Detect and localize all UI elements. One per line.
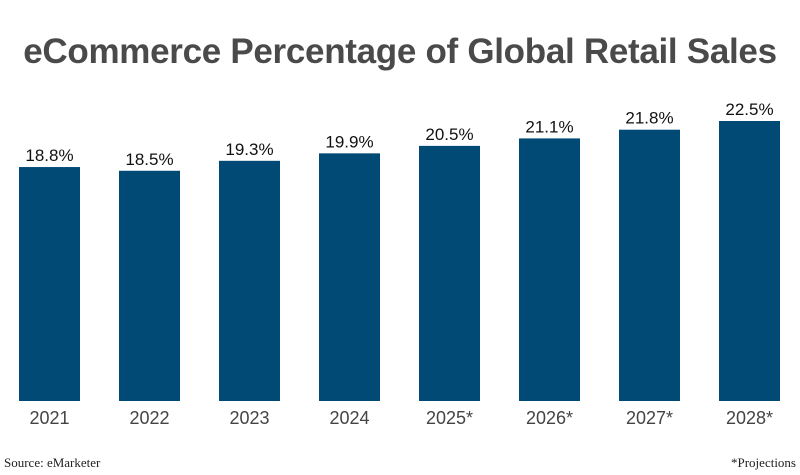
- bar-2023: [219, 160, 280, 401]
- projections-note: *Projections: [731, 455, 796, 470]
- x-tick-label: 2021: [29, 408, 69, 428]
- data-label: 22.5%: [725, 100, 773, 119]
- bar-2027: [619, 129, 680, 401]
- data-label: 21.1%: [525, 117, 573, 136]
- x-tick-label: 2027*: [626, 408, 673, 428]
- data-label: 21.8%: [625, 109, 673, 128]
- data-label: 19.9%: [325, 132, 373, 151]
- chart-title: eCommerce Percentage of Global Retail Sa…: [23, 32, 777, 71]
- bar-2024: [319, 153, 380, 401]
- x-tick-label: 2028*: [726, 408, 773, 428]
- bar-2021: [19, 167, 80, 401]
- bar-2025: [419, 145, 480, 401]
- source-note: Source: eMarketer: [4, 455, 101, 470]
- data-label: 19.3%: [225, 140, 273, 159]
- x-tick-label: 2026*: [526, 408, 573, 428]
- data-label: 18.5%: [125, 150, 173, 169]
- data-label: 18.8%: [25, 146, 73, 165]
- data-label: 20.5%: [425, 125, 473, 144]
- bar-2022: [119, 170, 180, 401]
- bar-2028: [719, 121, 780, 401]
- x-tick-label: 2024: [329, 408, 369, 428]
- x-tick-label: 2022: [129, 408, 169, 428]
- bar-2026: [519, 138, 580, 401]
- x-tick-label: 2025*: [426, 408, 473, 428]
- x-tick-label: 2023: [229, 408, 269, 428]
